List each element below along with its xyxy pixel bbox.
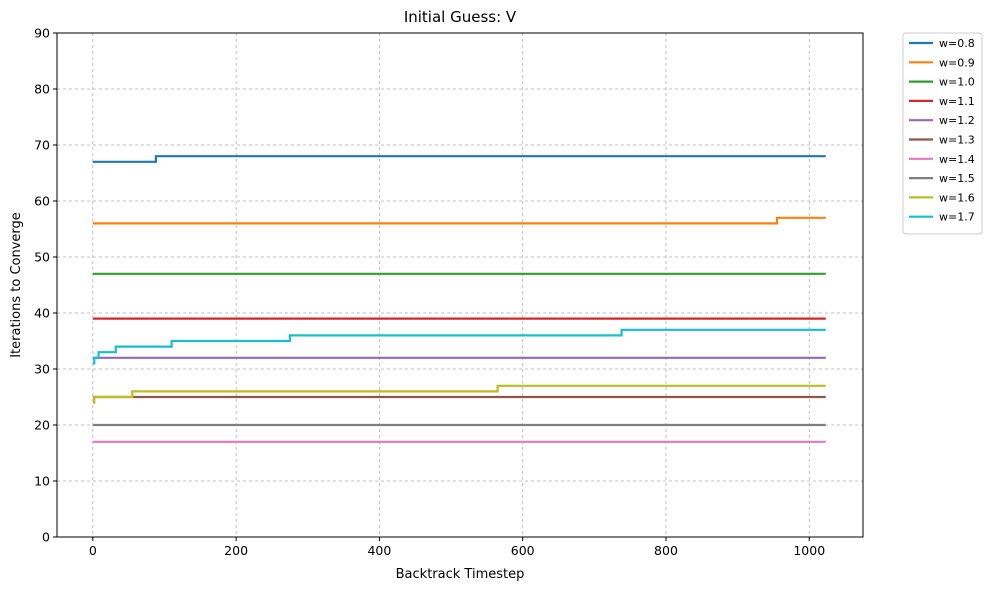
series-line-w=1.7: [92, 328, 826, 365]
series-line-w=0.9: [92, 216, 826, 225]
y-tick-label: 30: [34, 362, 50, 377]
legend-label: w=1.7: [939, 211, 975, 224]
legend-label: w=1.1: [939, 95, 975, 108]
x-tick-label: 600: [511, 543, 535, 558]
series-line-w=1.6: [92, 384, 826, 404]
legend-label: w=0.9: [939, 56, 975, 69]
x-tick-label: 0: [89, 543, 97, 558]
legend-label: w=1.0: [939, 76, 975, 89]
plot-frame: [56, 32, 864, 538]
y-tick-label: 90: [34, 26, 50, 41]
legend-box: [902, 32, 983, 235]
axis-ticks: 0 200 400 600 800 1000 0 10 20 30 40 50 60 70 80 90: [34, 26, 825, 559]
chart-title: Initial Guess: V: [404, 8, 517, 26]
series-lines: [92, 155, 826, 443]
y-tick-label: 70: [34, 138, 50, 153]
legend-label: w=1.5: [939, 172, 975, 185]
y-tick-label: 50: [34, 250, 50, 265]
y-tick-label: 40: [34, 306, 50, 321]
x-axis-label: Backtrack Timestep: [396, 567, 525, 582]
legend-label: w=0.8: [939, 37, 975, 50]
legend: w=0.8 w=0.9 w=1.0 w=1.1 w=1.2 w=1.3 w=1.4 w=1.5…: [902, 32, 983, 235]
legend-label: w=1.2: [939, 114, 975, 127]
y-tick-label: 20: [34, 418, 50, 433]
y-tick-label: 10: [34, 474, 50, 489]
y-tick-label: 60: [34, 194, 50, 209]
legend-label: w=1.4: [939, 153, 975, 166]
y-tick-label: 80: [34, 82, 50, 97]
y-axis-label: Iterations to Converge: [9, 212, 24, 358]
legend-label: w=1.3: [939, 134, 975, 147]
x-tick-label: 1000: [793, 543, 825, 558]
x-tick-label: 400: [367, 543, 391, 558]
legend-label: w=1.6: [939, 191, 975, 204]
x-tick-label: 200: [224, 543, 248, 558]
y-tick-label: 0: [42, 530, 50, 545]
x-tick-label: 800: [654, 543, 678, 558]
series-line-w=0.8: [92, 155, 826, 163]
